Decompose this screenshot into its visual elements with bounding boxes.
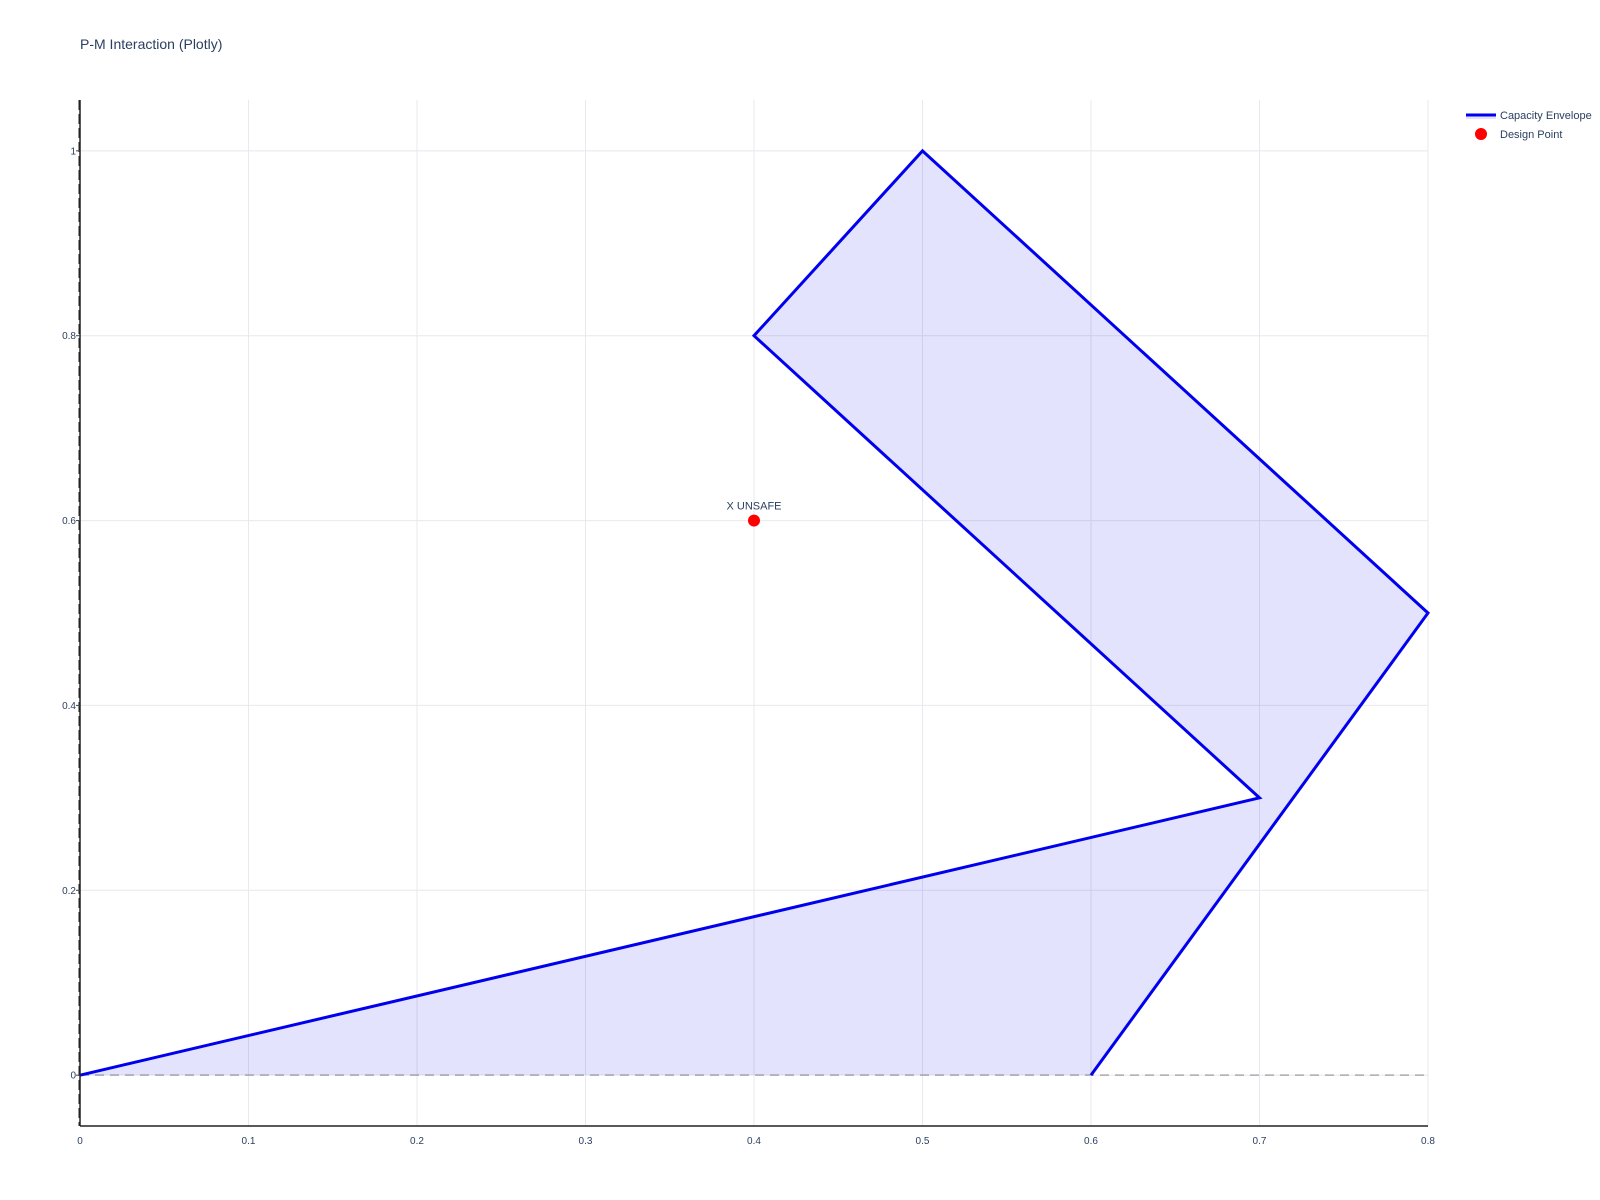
x-tick-label: 0.1 (242, 1136, 256, 1147)
x-tick-label: 0.5 (916, 1136, 930, 1147)
y-tick-label: 0 (70, 1071, 76, 1082)
x-tick-label: 0.4 (747, 1136, 761, 1147)
y-tick-label: 1 (70, 146, 76, 157)
x-tick-label: 0.8 (1421, 1136, 1435, 1147)
x-tick-label: 0.2 (410, 1136, 424, 1147)
y-tick-label: 0.4 (62, 701, 76, 712)
x-tick-label: 0.3 (579, 1136, 593, 1147)
design-point-marker[interactable] (748, 514, 760, 527)
y-tick-label: 0.8 (62, 331, 76, 342)
legend-design-label[interactable]: Design Point (1500, 129, 1562, 141)
legend-envelope-fill-swatch (1466, 116, 1496, 119)
capacity-envelope-fill (80, 150, 1428, 1076)
x-tick-label: 0.7 (1253, 1136, 1267, 1147)
legend-design-swatch[interactable] (1475, 128, 1487, 140)
design-point-label: X UNSAFE (726, 501, 781, 513)
capacity-envelope-line[interactable] (79, 148, 1431, 1077)
legend-envelope-label[interactable]: Capacity Envelope (1500, 110, 1592, 122)
x-tick-label: 0 (77, 1136, 83, 1147)
x-tick-label: 0.6 (1084, 1136, 1098, 1147)
y-tick-label: 0.2 (62, 886, 76, 897)
chart-title: P-M Interaction (Plotly) (80, 36, 223, 52)
y-tick-label: 0.6 (62, 516, 76, 527)
